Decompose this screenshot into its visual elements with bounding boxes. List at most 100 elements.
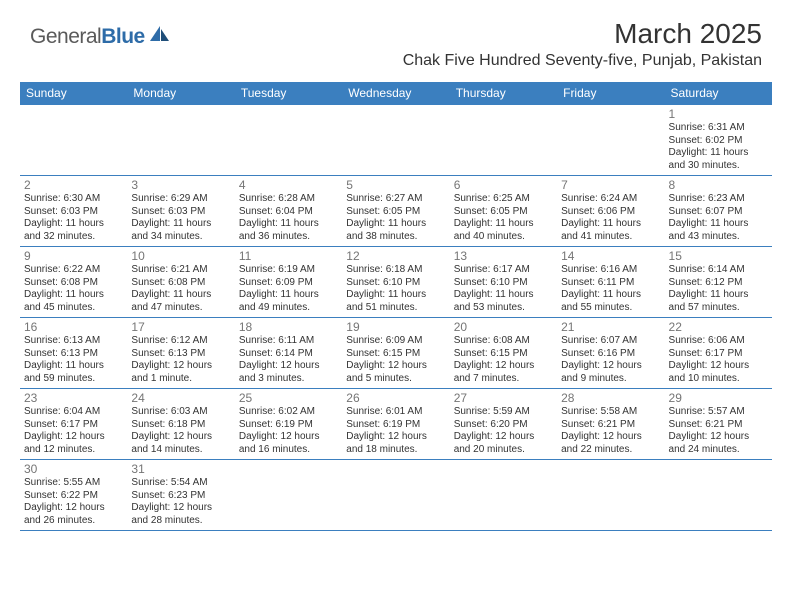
sunrise-line: Sunrise: 5:59 AM (454, 406, 553, 419)
daylight-line: and 12 minutes. (24, 444, 123, 457)
sunset-line: Sunset: 6:17 PM (669, 348, 768, 361)
daylight-line: and 26 minutes. (24, 515, 123, 528)
sunset-line: Sunset: 6:08 PM (24, 277, 123, 290)
daylight-line: Daylight: 12 hours (346, 360, 445, 373)
day-header: Tuesday (235, 82, 342, 105)
calendar-empty-cell (557, 105, 664, 176)
calendar-empty-cell (235, 105, 342, 176)
sunrise-line: Sunrise: 6:08 AM (454, 335, 553, 348)
sunrise-line: Sunrise: 5:54 AM (131, 477, 230, 490)
sunset-line: Sunset: 6:05 PM (454, 206, 553, 219)
day-number: 23 (24, 391, 123, 405)
daylight-line: Daylight: 11 hours (346, 289, 445, 302)
calendar-day-cell: 1Sunrise: 6:31 AMSunset: 6:02 PMDaylight… (665, 105, 772, 176)
brand-text: GeneralBlue (30, 25, 145, 49)
day-number: 29 (669, 391, 768, 405)
calendar-day-cell: 24Sunrise: 6:03 AMSunset: 6:18 PMDayligh… (127, 389, 234, 460)
day-number: 14 (561, 249, 660, 263)
sail-icon (148, 24, 172, 49)
location-subtitle: Chak Five Hundred Seventy-five, Punjab, … (403, 52, 762, 70)
calendar-week-row: 23Sunrise: 6:04 AMSunset: 6:17 PMDayligh… (20, 389, 772, 460)
day-header: Monday (127, 82, 234, 105)
daylight-line: Daylight: 11 hours (669, 147, 768, 160)
calendar-body: 1Sunrise: 6:31 AMSunset: 6:02 PMDaylight… (20, 105, 772, 531)
sunrise-line: Sunrise: 6:13 AM (24, 335, 123, 348)
day-number: 9 (24, 249, 123, 263)
sunrise-line: Sunrise: 6:07 AM (561, 335, 660, 348)
day-number: 3 (131, 178, 230, 192)
calendar-day-cell: 7Sunrise: 6:24 AMSunset: 6:06 PMDaylight… (557, 176, 664, 247)
daylight-line: and 30 minutes. (669, 160, 768, 173)
daylight-line: and 24 minutes. (669, 444, 768, 457)
daylight-line: and 16 minutes. (239, 444, 338, 457)
sunset-line: Sunset: 6:08 PM (131, 277, 230, 290)
calendar-week-row: 16Sunrise: 6:13 AMSunset: 6:13 PMDayligh… (20, 318, 772, 389)
daylight-line: Daylight: 12 hours (561, 431, 660, 444)
sunrise-line: Sunrise: 6:12 AM (131, 335, 230, 348)
sunrise-line: Sunrise: 6:25 AM (454, 193, 553, 206)
calendar-day-cell: 28Sunrise: 5:58 AMSunset: 6:21 PMDayligh… (557, 389, 664, 460)
calendar-day-cell: 20Sunrise: 6:08 AMSunset: 6:15 PMDayligh… (450, 318, 557, 389)
daylight-line: and 18 minutes. (346, 444, 445, 457)
daylight-line: Daylight: 11 hours (454, 289, 553, 302)
sunrise-line: Sunrise: 6:03 AM (131, 406, 230, 419)
calendar-day-cell: 27Sunrise: 5:59 AMSunset: 6:20 PMDayligh… (450, 389, 557, 460)
daylight-line: Daylight: 12 hours (131, 360, 230, 373)
sunset-line: Sunset: 6:15 PM (346, 348, 445, 361)
daylight-line: Daylight: 11 hours (346, 218, 445, 231)
sunset-line: Sunset: 6:19 PM (239, 419, 338, 432)
calendar-empty-cell (557, 460, 664, 531)
day-number: 22 (669, 320, 768, 334)
daylight-line: and 10 minutes. (669, 373, 768, 386)
sunrise-line: Sunrise: 6:09 AM (346, 335, 445, 348)
daylight-line: Daylight: 12 hours (669, 431, 768, 444)
sunset-line: Sunset: 6:10 PM (454, 277, 553, 290)
sunrise-line: Sunrise: 6:30 AM (24, 193, 123, 206)
sunrise-line: Sunrise: 6:02 AM (239, 406, 338, 419)
brand-part1: General (30, 25, 101, 48)
sunrise-line: Sunrise: 6:27 AM (346, 193, 445, 206)
sunrise-line: Sunrise: 6:11 AM (239, 335, 338, 348)
daylight-line: Daylight: 12 hours (131, 502, 230, 515)
daylight-line: Daylight: 11 hours (669, 218, 768, 231)
calendar-week-row: 1Sunrise: 6:31 AMSunset: 6:02 PMDaylight… (20, 105, 772, 176)
calendar-day-cell: 31Sunrise: 5:54 AMSunset: 6:23 PMDayligh… (127, 460, 234, 531)
calendar-day-cell: 22Sunrise: 6:06 AMSunset: 6:17 PMDayligh… (665, 318, 772, 389)
daylight-line: Daylight: 12 hours (669, 360, 768, 373)
sunrise-line: Sunrise: 6:04 AM (24, 406, 123, 419)
calendar-day-cell: 29Sunrise: 5:57 AMSunset: 6:21 PMDayligh… (665, 389, 772, 460)
calendar-day-cell: 6Sunrise: 6:25 AMSunset: 6:05 PMDaylight… (450, 176, 557, 247)
daylight-line: Daylight: 12 hours (239, 360, 338, 373)
sunrise-line: Sunrise: 6:06 AM (669, 335, 768, 348)
calendar-empty-cell (127, 105, 234, 176)
sunset-line: Sunset: 6:05 PM (346, 206, 445, 219)
sunset-line: Sunset: 6:04 PM (239, 206, 338, 219)
daylight-line: and 3 minutes. (239, 373, 338, 386)
daylight-line: Daylight: 11 hours (454, 218, 553, 231)
day-number: 17 (131, 320, 230, 334)
day-number: 21 (561, 320, 660, 334)
sunrise-line: Sunrise: 5:57 AM (669, 406, 768, 419)
day-number: 10 (131, 249, 230, 263)
calendar-day-cell: 3Sunrise: 6:29 AMSunset: 6:03 PMDaylight… (127, 176, 234, 247)
sunrise-line: Sunrise: 6:17 AM (454, 264, 553, 277)
sunset-line: Sunset: 6:21 PM (561, 419, 660, 432)
daylight-line: and 1 minute. (131, 373, 230, 386)
sunrise-line: Sunrise: 6:18 AM (346, 264, 445, 277)
brand-logo: GeneralBlue (30, 24, 172, 49)
sunrise-line: Sunrise: 5:58 AM (561, 406, 660, 419)
day-number: 12 (346, 249, 445, 263)
sunset-line: Sunset: 6:06 PM (561, 206, 660, 219)
sunset-line: Sunset: 6:12 PM (669, 277, 768, 290)
calendar-day-cell: 5Sunrise: 6:27 AMSunset: 6:05 PMDaylight… (342, 176, 449, 247)
sunrise-line: Sunrise: 6:14 AM (669, 264, 768, 277)
calendar-day-cell: 10Sunrise: 6:21 AMSunset: 6:08 PMDayligh… (127, 247, 234, 318)
calendar-day-cell: 12Sunrise: 6:18 AMSunset: 6:10 PMDayligh… (342, 247, 449, 318)
day-number: 6 (454, 178, 553, 192)
sunrise-line: Sunrise: 5:55 AM (24, 477, 123, 490)
daylight-line: Daylight: 12 hours (454, 360, 553, 373)
sunset-line: Sunset: 6:13 PM (131, 348, 230, 361)
day-header: Friday (557, 82, 664, 105)
calendar-day-cell: 25Sunrise: 6:02 AMSunset: 6:19 PMDayligh… (235, 389, 342, 460)
daylight-line: and 34 minutes. (131, 231, 230, 244)
